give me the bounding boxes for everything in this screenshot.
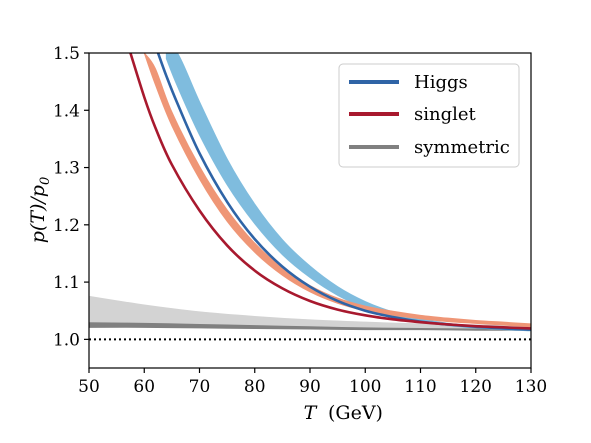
svg-text:(GeV): (GeV) xyxy=(328,402,383,424)
legend-label-singlet: singlet xyxy=(414,104,477,125)
y-axis-label: p(T)/p0 xyxy=(27,177,53,244)
x-tick-label: 50 xyxy=(78,377,100,397)
band-series-5 xyxy=(89,322,531,331)
band-series-0 xyxy=(165,53,531,332)
plot-data-layer xyxy=(89,53,531,341)
x-tick-label: 80 xyxy=(244,377,266,397)
band-series-1 xyxy=(143,53,531,328)
legend-label-symmetric: symmetric xyxy=(414,137,510,158)
axis-ticks: 50 60 70 80 90 100 110 120 130 1.0 1.1 1.2 1.3 1.4 1.5 xyxy=(53,44,547,397)
legend-label-higgs: Higgs xyxy=(414,72,468,93)
y-tick-label: 1.4 xyxy=(53,101,80,121)
y-tick-label: 1.0 xyxy=(53,330,80,350)
x-axis-label: T (GeV) xyxy=(304,402,383,424)
legend: Higgs singlet symmetric xyxy=(338,63,520,168)
svg-text:p(T)/p0: p(T)/p0 xyxy=(27,177,53,244)
x-tick-label: 130 xyxy=(515,377,547,397)
x-tick-label: 120 xyxy=(460,377,492,397)
y-tick-label: 1.1 xyxy=(53,273,80,293)
line-series-singlet xyxy=(129,53,531,330)
svg-text:T: T xyxy=(304,402,318,424)
x-tick-label: 100 xyxy=(349,377,381,397)
x-tick-label: 90 xyxy=(299,377,321,397)
y-tick-label: 1.3 xyxy=(53,159,80,179)
legend-box xyxy=(338,63,520,168)
x-tick-label: 110 xyxy=(404,377,436,397)
x-tick-label: 60 xyxy=(133,377,155,397)
y-tick-label: 1.5 xyxy=(53,44,80,64)
y-tick-label: 1.2 xyxy=(53,216,80,236)
x-tick-label: 70 xyxy=(189,377,211,397)
